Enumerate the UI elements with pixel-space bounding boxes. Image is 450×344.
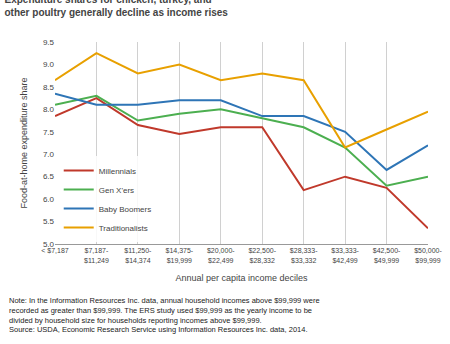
svg-text:$22,500-$28,332: $22,500-$28,332 (248, 247, 276, 263)
svg-text:9.5: 9.5 (43, 38, 55, 47)
svg-text:8.5: 8.5 (43, 83, 55, 92)
svg-text:Annual per capita income decil: Annual per capita income deciles (175, 273, 308, 283)
svg-text:7.5: 7.5 (43, 128, 55, 137)
svg-text:5.5: 5.5 (43, 217, 55, 226)
svg-text:Note: In the Information Resou: Note: In the Information Resources Inc. … (9, 296, 320, 334)
svg-text:Gen X'ers: Gen X'ers (99, 186, 134, 195)
svg-text:$33,333-$42,499: $33,333-$42,499 (331, 247, 359, 263)
svg-text:8.0: 8.0 (43, 105, 55, 114)
svg-text:$20,000-$22,499: $20,000-$22,499 (207, 247, 235, 263)
svg-text:6.5: 6.5 (43, 172, 55, 181)
svg-text:6.0: 6.0 (43, 195, 55, 204)
svg-text:< $7,187: < $7,187 (41, 247, 69, 254)
svg-text:Expenditure shares for chicken: Expenditure shares for chicken, turkey, … (5, 0, 229, 18)
svg-text:$28,333-$33,332: $28,333-$33,332 (290, 247, 318, 263)
svg-text:Baby Boomers: Baby Boomers (99, 205, 151, 214)
svg-text:$50,000-$99,999: $50,000-$99,999 (414, 247, 442, 263)
svg-text:$7,187-$11,249: $7,187-$11,249 (84, 247, 109, 263)
svg-text:$14,375-$19,999: $14,375-$19,999 (166, 247, 194, 263)
svg-text:Millennials: Millennials (99, 167, 136, 176)
svg-text:$42,500-$49,999: $42,500-$49,999 (373, 247, 401, 263)
svg-text:9.0: 9.0 (43, 60, 55, 69)
svg-text:$11,250-$14,374: $11,250-$14,374 (124, 247, 152, 263)
svg-text:7.0: 7.0 (43, 150, 55, 159)
svg-text:Traditionalists: Traditionalists (99, 224, 148, 233)
svg-text:5.0: 5.0 (43, 240, 55, 249)
svg-text:Food-at-home expenditure share: Food-at-home expenditure share (19, 77, 29, 208)
